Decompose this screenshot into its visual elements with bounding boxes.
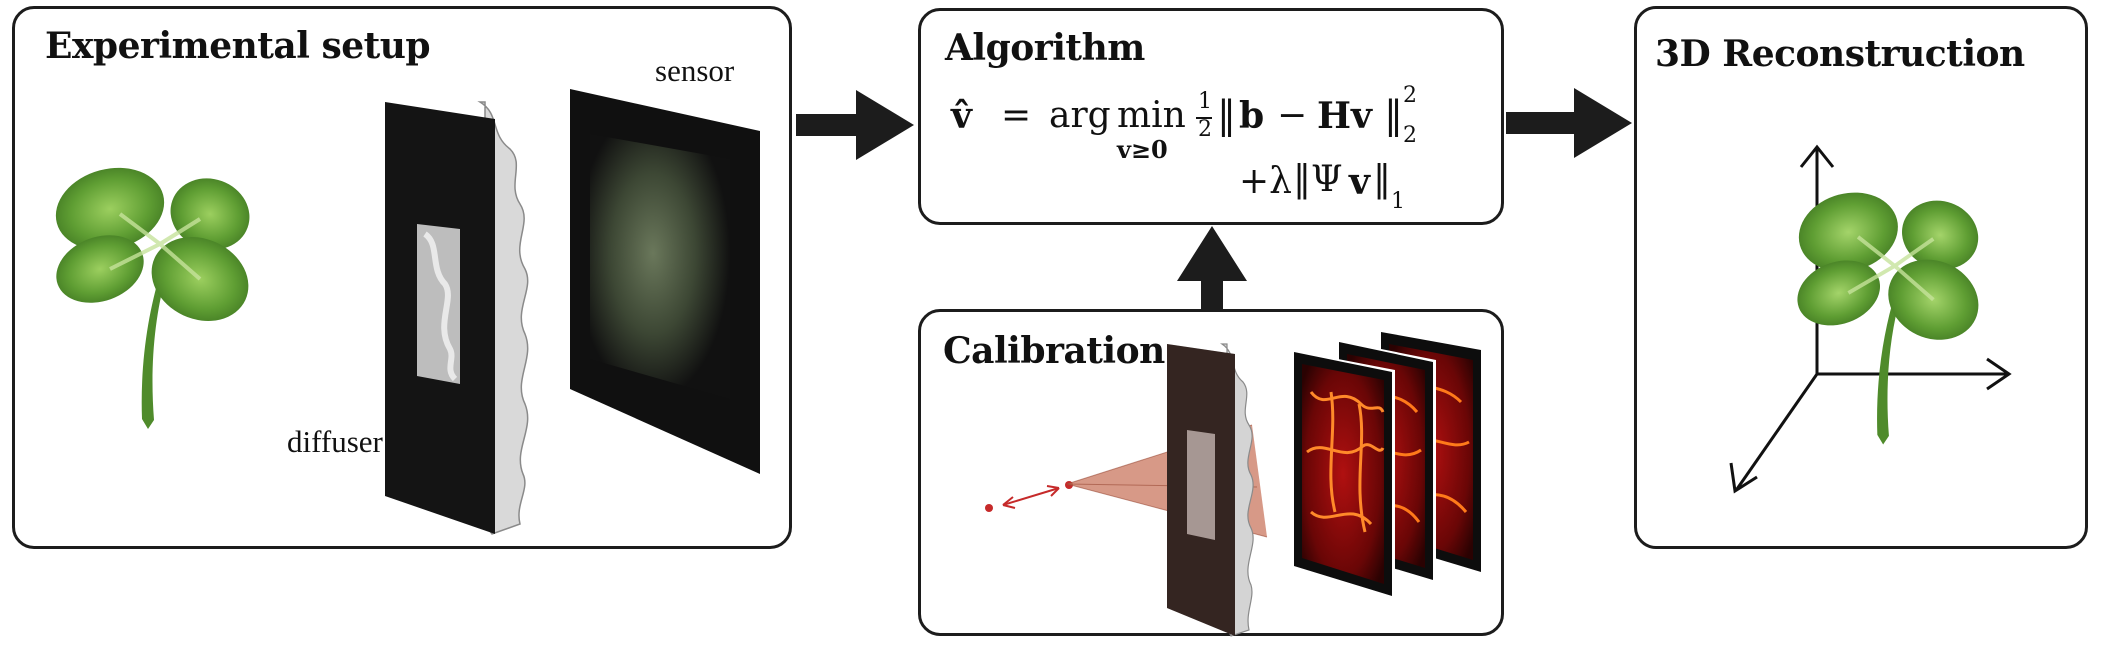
- experimental-setup-title: Experimental setup: [45, 25, 431, 67]
- equation-lhs: v̂: [951, 95, 972, 137]
- experimental-setup-panel: Experimental setup: [12, 6, 792, 549]
- caustic-frame-front: [1291, 350, 1395, 600]
- equation-sub1: 1: [1391, 189, 1405, 214]
- algorithm-title: Algorithm: [945, 27, 1145, 69]
- equation-norm-right: ‖: [1384, 93, 1403, 137]
- caustic-patterns-icon: [1291, 332, 1481, 600]
- equation-norm-left: ‖: [1217, 93, 1236, 137]
- calibration-diffuser-icon: [1167, 343, 1254, 637]
- reconstructed-clover-icon: [1797, 192, 1979, 445]
- axes-icon: [1729, 144, 2012, 494]
- equation-v2: v: [1349, 161, 1370, 203]
- sensor-label: sensor: [655, 53, 735, 88]
- equation-frac-den: 2: [1198, 117, 1212, 142]
- reconstruction-title: 3D Reconstruction: [1655, 33, 2025, 75]
- arrow-calibration-to-algorithm: [1177, 226, 1247, 311]
- calibration-title: Calibration: [943, 330, 1165, 372]
- equation-equals: =: [1001, 95, 1032, 136]
- equation-frac-num: 1: [1198, 89, 1212, 114]
- equation-b: b: [1239, 95, 1265, 137]
- equation-min: min: [1117, 95, 1186, 136]
- equation-min-subscript: v≥0: [1117, 135, 1168, 164]
- equation-sup2: 2: [1403, 83, 1417, 108]
- equation-psi-close: ‖: [1373, 159, 1391, 200]
- equation-arg: arg: [1049, 95, 1111, 136]
- equation-Hv: Hv: [1317, 95, 1372, 137]
- arrow-algorithm-to-reconstruction: [1506, 88, 1632, 158]
- equation-frac-bar: [1196, 117, 1212, 119]
- equation-plus-lambda: +λ: [1239, 161, 1292, 202]
- equation-psi-open: ‖Ψ: [1293, 159, 1343, 200]
- clover-icon: [55, 167, 250, 429]
- algorithm-panel: Algorithm v̂ = arg min v≥0 1 2 ‖ b − Hv …: [918, 8, 1504, 225]
- diffuser-label: diffuser: [287, 424, 383, 459]
- equation-minus: −: [1277, 95, 1308, 136]
- equation-sub2: 2: [1403, 123, 1417, 148]
- reconstruction-panel: 3D Reconstruction: [1634, 6, 2088, 549]
- sensor-icon: [570, 89, 760, 474]
- arrow-setup-to-algorithm: [796, 90, 914, 160]
- calibration-panel: Calibration: [918, 309, 1504, 637]
- diffuser-icon: [385, 101, 529, 535]
